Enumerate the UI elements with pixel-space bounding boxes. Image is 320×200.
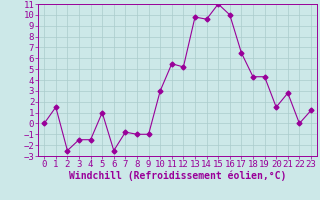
X-axis label: Windchill (Refroidissement éolien,°C): Windchill (Refroidissement éolien,°C) bbox=[69, 171, 286, 181]
